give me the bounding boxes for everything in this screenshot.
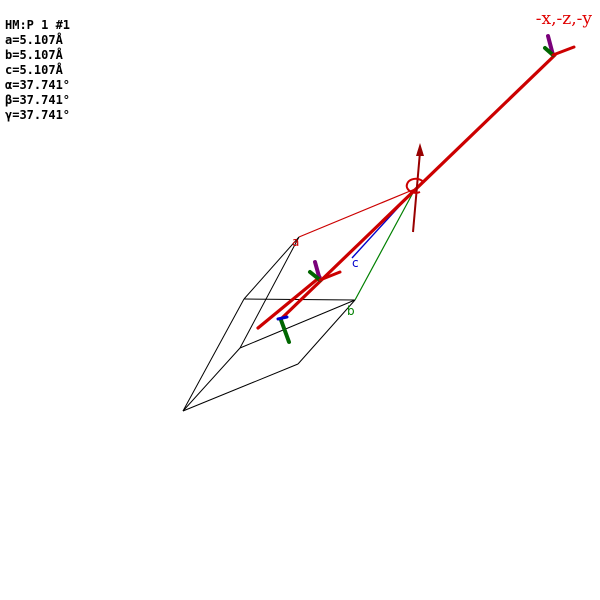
operation-marker-top	[545, 36, 574, 55]
operation-marker-lower	[278, 317, 289, 342]
axis-a-label: a	[292, 235, 299, 249]
unit-cell-edges	[183, 237, 355, 411]
axis-c-label: c	[352, 256, 359, 270]
cell-edge	[240, 300, 355, 348]
vertical-arrow-head	[416, 143, 424, 156]
rotation-axis-lower	[258, 277, 320, 328]
cell-edge	[183, 348, 240, 411]
cell-edge	[183, 299, 244, 411]
cell-edge	[183, 364, 298, 411]
cell-edge	[240, 237, 299, 348]
axis-a-line	[299, 189, 415, 237]
axis-b-label: b	[347, 304, 355, 318]
